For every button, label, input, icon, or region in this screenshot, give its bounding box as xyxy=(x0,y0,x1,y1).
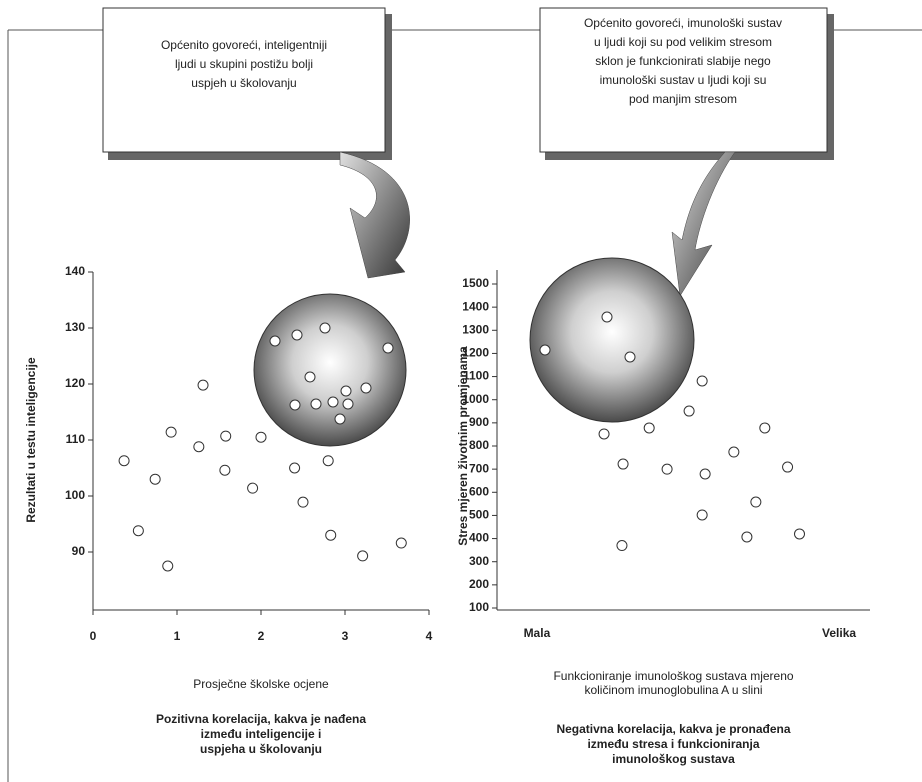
y-tick-label: 300 xyxy=(469,554,489,568)
data-point xyxy=(795,529,805,539)
y-tick-label: 900 xyxy=(469,415,489,429)
y-tick-label: 1200 xyxy=(462,346,489,360)
y-tick-label: 700 xyxy=(469,461,489,475)
data-point xyxy=(119,456,129,466)
y-tick-label: 500 xyxy=(469,508,489,522)
y-tick-label: 200 xyxy=(469,577,489,591)
data-point xyxy=(644,423,654,433)
data-point xyxy=(751,497,761,507)
data-point xyxy=(290,463,300,473)
data-point xyxy=(617,541,627,551)
callout-text: u ljudi koji su pod velikim stresom xyxy=(594,35,772,49)
data-point xyxy=(697,376,707,386)
x-tick-label: 4 xyxy=(426,629,433,643)
x-axis-label: Funkcioniranje imunološkog sustava mjere… xyxy=(553,669,793,683)
y-tick-label: 1500 xyxy=(462,276,489,290)
caption: Negativna korelacija, kakva je pronađena xyxy=(556,722,790,736)
data-point xyxy=(133,526,143,536)
caption: između stresa i funkcioniranja xyxy=(587,737,759,751)
data-point xyxy=(166,427,176,437)
callout-text: sklon je funkcionirati slabije nego xyxy=(595,54,771,68)
y-tick-label: 1400 xyxy=(462,299,489,313)
y-tick-label: 90 xyxy=(72,544,86,558)
data-point xyxy=(163,561,173,571)
callout-text: Općenito govoreći, imunološki sustav xyxy=(584,16,782,30)
data-point xyxy=(248,483,258,493)
y-tick-label: 120 xyxy=(65,376,85,390)
data-point xyxy=(662,464,672,474)
data-point xyxy=(323,456,333,466)
y-axis-label: Rezultati u testu inteligencije xyxy=(24,357,38,523)
callout-text: Općenito govoreći, inteligentniji xyxy=(161,38,327,52)
x-axis-label: količinom imunoglobulina A u slini xyxy=(584,683,762,697)
data-point xyxy=(684,406,694,416)
callout-text: ljudi u skupini postižu bolji xyxy=(175,57,313,71)
data-point xyxy=(358,551,368,561)
x-tick-label: 2 xyxy=(258,629,265,643)
data-point xyxy=(220,465,230,475)
y-tick-label: 100 xyxy=(65,488,85,502)
data-point xyxy=(194,442,204,452)
data-point xyxy=(198,380,208,390)
data-point xyxy=(298,497,308,507)
x-tick-label: Mala xyxy=(524,626,551,640)
data-point xyxy=(396,538,406,548)
x-tick-label: 3 xyxy=(342,629,349,643)
caption: uspjeha u školovanju xyxy=(200,742,322,756)
data-point xyxy=(618,459,628,469)
y-tick-label: 100 xyxy=(469,600,489,614)
figure: Općenito govoreći, inteligentniji ljudi u… xyxy=(0,0,922,782)
x-tick-label: 0 xyxy=(90,629,97,643)
y-tick-label: 1100 xyxy=(463,369,489,383)
caption: između inteligencije i xyxy=(201,727,322,741)
callout-text: uspjeh u školovanju xyxy=(191,76,296,90)
data-point xyxy=(700,469,710,479)
caption: imunološkog sustava xyxy=(612,752,735,766)
y-tick-label: 110 xyxy=(66,432,86,446)
data-point xyxy=(697,510,707,520)
x-tick-label: 1 xyxy=(174,629,181,643)
y-tick-label: 130 xyxy=(65,320,85,334)
data-point xyxy=(326,530,336,540)
data-point xyxy=(760,423,770,433)
data-point xyxy=(150,474,160,484)
y-tick-label: 800 xyxy=(469,438,489,452)
data-point xyxy=(729,447,739,457)
data-point xyxy=(742,532,752,542)
callout-text: imunološki sustav u ljudi koji su xyxy=(600,73,767,87)
caption: Pozitivna korelacija, kakva je nađena xyxy=(156,712,366,726)
y-tick-label: 140 xyxy=(65,264,85,278)
y-tick-label: 600 xyxy=(469,484,489,498)
data-point xyxy=(256,432,266,442)
data-point xyxy=(783,462,793,472)
arrows xyxy=(340,152,735,296)
x-tick-label: Velika xyxy=(822,626,856,640)
x-axis-label: Prosječne školske ocjene xyxy=(193,677,329,691)
y-tick-label: 1300 xyxy=(462,322,489,336)
y-tick-label: 400 xyxy=(469,531,489,545)
data-point xyxy=(599,429,609,439)
data-point xyxy=(221,431,231,441)
callout-text: pod manjim stresom xyxy=(629,92,737,106)
y-tick-label: 1000 xyxy=(462,392,489,406)
